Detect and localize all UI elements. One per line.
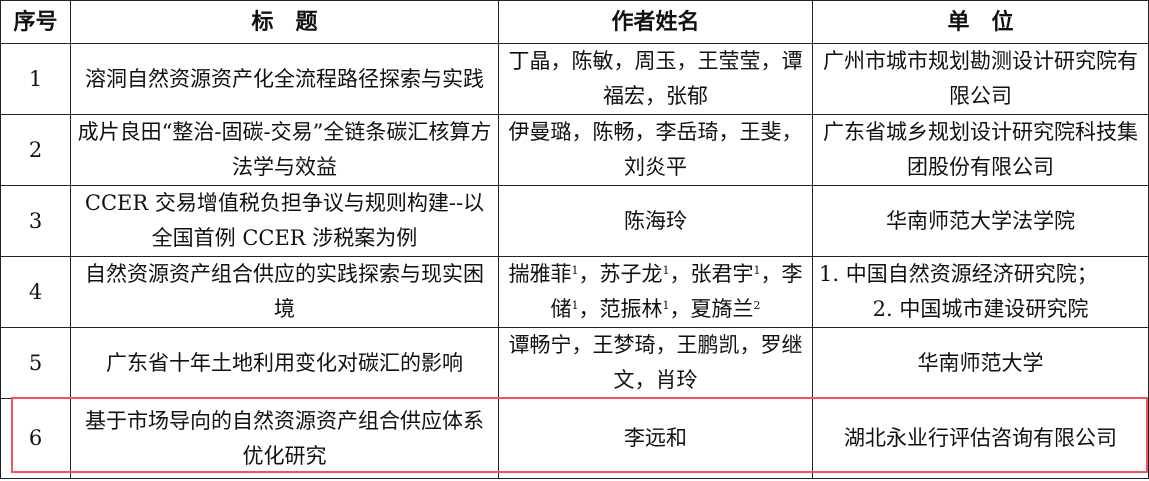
author-name: 王莹莹 <box>697 49 761 73</box>
unit-line: 1. 中国自然资源经济研究院； <box>819 262 1098 286</box>
row-no: 6 <box>0 398 71 479</box>
row-authors: 陈海玲 <box>498 185 813 257</box>
author-name: 周玉 <box>634 49 677 73</box>
header-no: 序号 <box>0 0 71 44</box>
row-unit: 广东省城乡规划设计研究院科技集团股份有限公司 <box>812 114 1149 186</box>
author-name: 陈畅 <box>592 120 635 144</box>
author-name: 刘炎平 <box>624 155 687 179</box>
row-title: 溶洞自然资源资产化全流程路径探索与实践 <box>70 43 499 115</box>
author-name: 王梦琦 <box>592 333 656 357</box>
row-title: 成片良田“整治-固碳-交易”全链条碳汇核算方法学与效益 <box>70 114 499 186</box>
author-name: 李远和 <box>624 426 687 450</box>
header-row: 序号 标 题 作者姓名 单 位 <box>0 0 1149 44</box>
row-unit: 广州市城市规划勘测设计研究院有限公司 <box>812 43 1149 115</box>
row-unit: 1. 中国自然资源经济研究院； 2. 中国城市建设研究院 <box>812 256 1149 328</box>
table-row: 3 CCER 交易增值税负担争议与规则构建--以全国首例 CCER 涉税案为例 陈海… <box>0 185 1149 257</box>
row-title: 基于市场导向的自然资源资产组合供应体系优化研究 <box>70 398 499 479</box>
author-name: 陈海玲 <box>624 208 687 233</box>
table-row: 2 成片良田“整治-固碳-交易”全链条碳汇核算方法学与效益 伊曼璐，陈畅，李岳琦，王… <box>0 114 1149 186</box>
row-authors: 揣雅菲1，苏子龙1，张君宇1，李储1，范振林1，夏旖兰2 <box>498 256 813 328</box>
table-row: 6 基于市场导向的自然资源资产组合供应体系优化研究 李远和 湖北永业行评估咨询有限公司 <box>0 398 1149 479</box>
row-no: 4 <box>0 256 71 328</box>
author-name: 肖玲 <box>655 368 698 392</box>
author-name: 范振林 <box>599 297 663 321</box>
table-row: 5 广东省十年土地利用变化对碳汇的影响 谭畅宁，王梦琦，王鹏凯，罗继文，肖玲 华南师范… <box>0 327 1149 399</box>
row-no: 1 <box>0 43 71 115</box>
author-name: 罗继文 <box>613 333 803 392</box>
header-title: 标 题 <box>70 0 499 44</box>
affiliation-mark: 1 <box>571 299 579 312</box>
author-name: 李岳琦 <box>655 120 719 144</box>
author-name: 张君宇 <box>690 262 754 286</box>
row-title: 广东省十年土地利用变化对碳汇的影响 <box>70 327 499 399</box>
author-name: 揣雅菲 <box>508 262 572 286</box>
row-authors: 伊曼璐，陈畅，李岳琦，王斐，刘炎平 <box>498 114 813 186</box>
author-name: 李储 <box>550 262 803 321</box>
row-authors: 谭畅宁，王梦琦，王鹏凯，罗继文，肖玲 <box>498 327 813 399</box>
header-unit: 单 位 <box>812 0 1149 44</box>
row-authors: 丁晶，陈敏，周玉，王莹莹，谭福宏，张郁 <box>498 43 813 115</box>
author-name: 丁晶 <box>508 49 551 73</box>
row-no: 2 <box>0 114 71 186</box>
table-row: 1 溶洞自然资源资产化全流程路径探索与实践 丁晶，陈敏，周玉，王莹莹，谭福宏，张郁广… <box>0 43 1149 115</box>
author-name: 陈敏 <box>571 49 614 73</box>
author-name: 王斐 <box>739 120 782 144</box>
author-name: 苏子龙 <box>599 262 663 286</box>
row-title: CCER 交易增值税负担争议与规则构建--以全国首例 CCER 涉税案为例 <box>70 185 499 257</box>
affiliation-mark: 1 <box>571 264 579 277</box>
header-authors: 作者姓名 <box>498 0 813 44</box>
row-unit: 湖北永业行评估咨询有限公司 <box>812 398 1149 479</box>
author-name: 张郁 <box>666 84 708 108</box>
unit-line: 2. 中国城市建设研究院 <box>872 297 1089 321</box>
affiliation-mark: 2 <box>753 299 761 312</box>
author-name: 王鹏凯 <box>676 333 740 357</box>
affiliation-mark: 1 <box>662 264 670 277</box>
row-authors: 李远和 <box>498 398 813 479</box>
table-row: 4 自然资源资产组合供应的实践探索与现实困境 揣雅菲1，苏子龙1，张君宇1，李储1，… <box>0 256 1149 328</box>
row-title: 自然资源资产组合供应的实践探索与现实困境 <box>70 256 499 328</box>
author-name: 谭福宏 <box>603 49 803 108</box>
row-no: 3 <box>0 185 71 257</box>
row-no: 5 <box>0 327 71 399</box>
affiliation-mark: 1 <box>662 299 670 312</box>
author-name: 伊曼璐 <box>508 120 572 144</box>
author-name: 夏旖兰 <box>690 297 754 321</box>
row-unit: 华南师范大学 <box>812 327 1149 399</box>
row-unit: 华南师范大学法学院 <box>812 185 1149 257</box>
author-name: 谭畅宁 <box>508 333 572 357</box>
affiliation-mark: 1 <box>753 264 761 277</box>
